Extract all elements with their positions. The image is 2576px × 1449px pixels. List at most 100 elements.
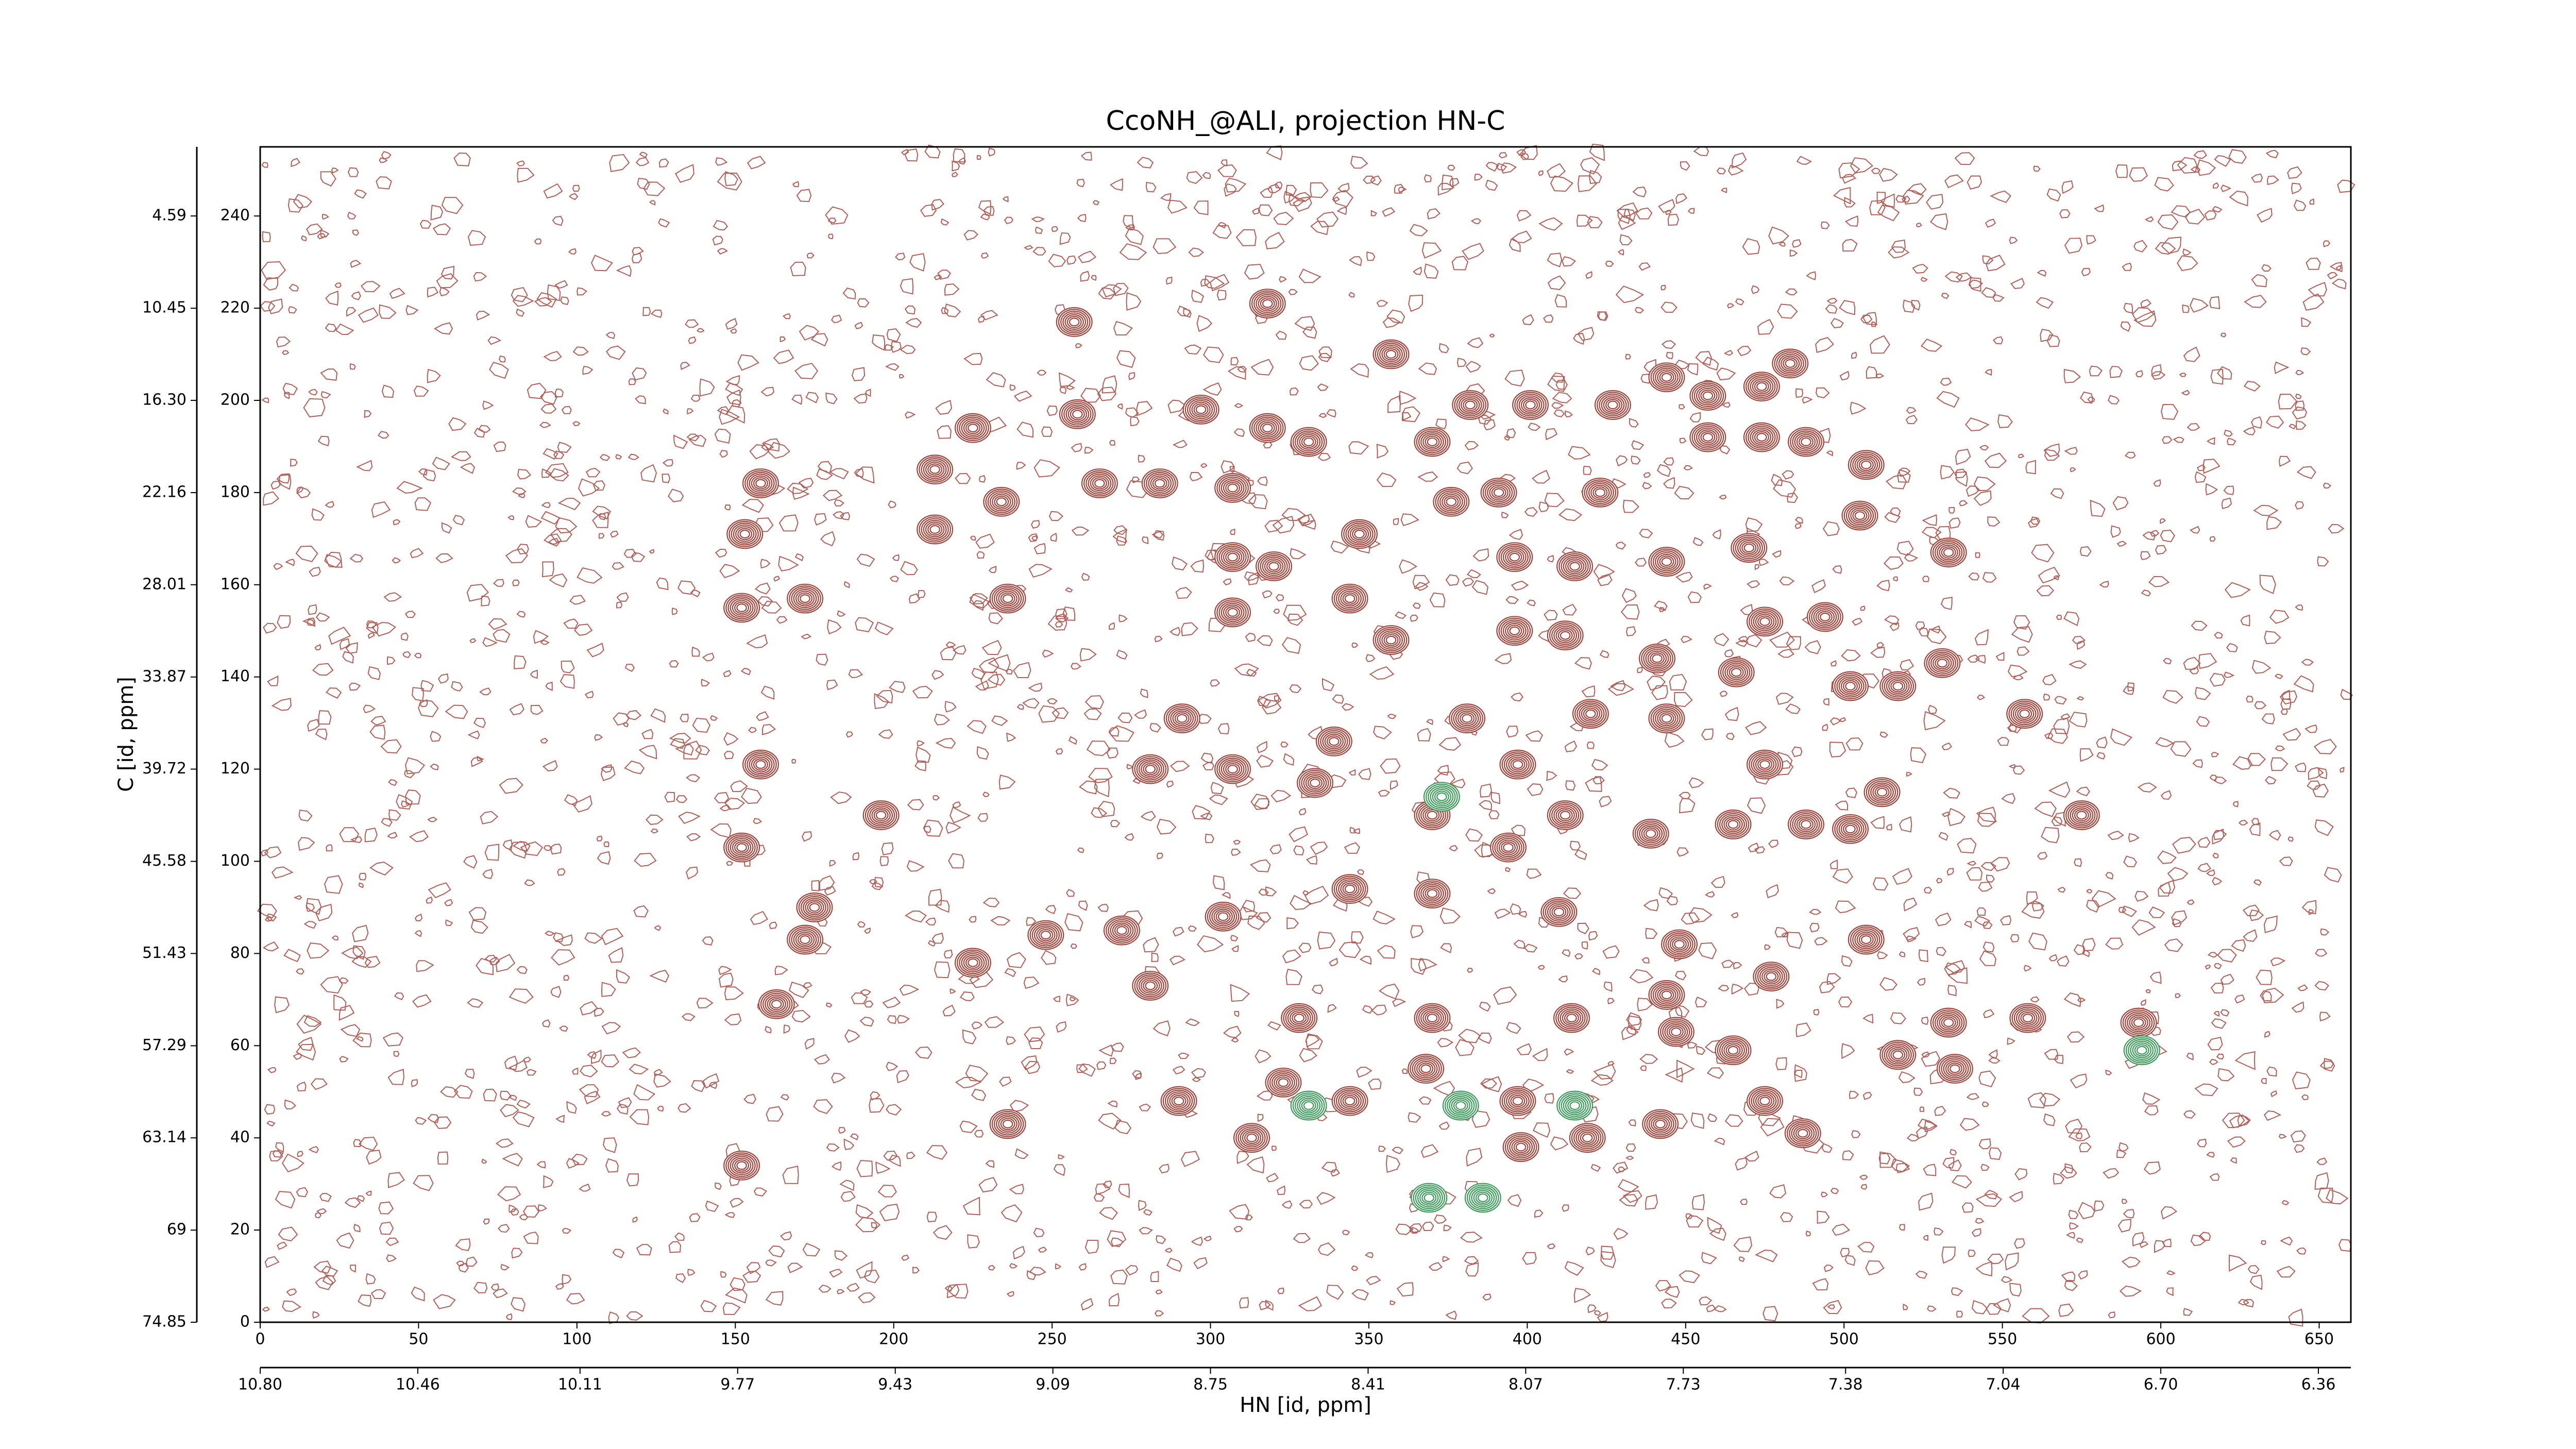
peak xyxy=(1747,606,1784,637)
noise-contour xyxy=(746,1262,761,1274)
noise-contour xyxy=(2207,952,2218,958)
noise-contour xyxy=(2053,1173,2065,1185)
peak-contour xyxy=(1172,710,1192,727)
noise-contour xyxy=(511,287,528,302)
noise-contour xyxy=(1317,452,1331,461)
peak xyxy=(796,892,833,922)
noise-contour xyxy=(2212,182,2219,189)
noise-contour xyxy=(1615,285,1645,304)
noise-contour xyxy=(1250,859,1271,872)
noise-contour xyxy=(1270,789,1292,803)
peak-contour xyxy=(1419,1190,1439,1206)
peak-contour xyxy=(1434,790,1449,803)
noise-contour xyxy=(2096,736,2108,749)
noise-contour xyxy=(1421,242,1442,259)
noise-contour xyxy=(2263,1110,2282,1121)
noise-contour xyxy=(1754,846,1765,854)
peak-contour xyxy=(1551,803,1580,827)
noise-contour xyxy=(593,480,605,491)
noise-contour xyxy=(1554,294,1567,308)
noise-contour xyxy=(712,235,723,246)
noise-contour xyxy=(266,913,277,921)
peak-contour xyxy=(2134,1044,2149,1057)
noise-contour xyxy=(740,667,751,676)
noise-contour xyxy=(540,639,550,645)
noise-contour xyxy=(1408,294,1423,312)
noise-contour xyxy=(2323,240,2331,247)
noise-contour xyxy=(1271,1145,1277,1151)
noise-contour xyxy=(934,713,950,726)
noise-contour xyxy=(1509,238,1521,252)
peak-contour xyxy=(1338,1091,1362,1111)
peak-contour xyxy=(1469,1186,1497,1209)
noise-contour xyxy=(1731,983,1744,995)
noise-contour xyxy=(482,868,494,880)
noise-contour xyxy=(1866,366,1877,379)
noise-contour xyxy=(1205,549,1216,561)
noise-contour xyxy=(1378,983,1400,1000)
noise-contour xyxy=(2061,1271,2076,1282)
peak-contour xyxy=(1033,925,1058,945)
peak-contour xyxy=(1258,420,1277,436)
noise-contour xyxy=(1409,1226,1419,1234)
noise-contour xyxy=(1876,580,1890,592)
noise-contour xyxy=(428,882,451,899)
noise-contour xyxy=(411,1286,425,1302)
peak-contour xyxy=(1318,728,1350,755)
noise-contour xyxy=(1028,564,1053,578)
noise-contour xyxy=(1280,741,1289,748)
noise-contour xyxy=(1488,810,1500,819)
noise-contour xyxy=(1465,361,1481,373)
noise-contour xyxy=(1987,1253,2004,1265)
noise-contour xyxy=(1440,943,1452,954)
noise-contour xyxy=(2110,525,2121,538)
noise-contour xyxy=(1266,145,1283,161)
noise-contour xyxy=(1330,1169,1340,1177)
peak xyxy=(742,749,779,780)
noise-contour xyxy=(1545,428,1558,441)
peak xyxy=(989,583,1026,614)
y-tick-label: 220 xyxy=(221,299,250,317)
peak-contour xyxy=(1659,712,1674,725)
noise-contour xyxy=(1124,833,1134,841)
noise-contour xyxy=(1891,239,1906,253)
noise-contour xyxy=(982,791,990,797)
noise-contour xyxy=(264,846,282,858)
noise-contour xyxy=(1583,465,1592,475)
noise-contour xyxy=(296,1081,307,1091)
noise-contour xyxy=(555,517,578,534)
peak-contour xyxy=(1772,348,1809,379)
noise-contour xyxy=(787,482,809,494)
peak-contour xyxy=(753,477,768,490)
peak xyxy=(742,468,779,498)
noise-contour xyxy=(267,1067,277,1073)
peak-contour xyxy=(1064,314,1084,330)
noise-contour xyxy=(1564,1261,1584,1276)
noise-contour xyxy=(1906,772,1913,777)
noise-contour xyxy=(1699,1296,1713,1306)
peak-contour xyxy=(1253,292,1282,315)
peak-contour xyxy=(1655,985,1679,1005)
noise-contour xyxy=(560,296,569,306)
noise-contour xyxy=(892,554,900,561)
noise-contour xyxy=(1380,758,1401,774)
noise-contour xyxy=(1103,1181,1112,1189)
noise-contour xyxy=(560,674,575,689)
noise-contour xyxy=(2202,459,2221,474)
noise-contour xyxy=(2278,1134,2287,1139)
noise-contour xyxy=(1382,317,1401,328)
noise-contour xyxy=(1698,942,1717,959)
noise-contour xyxy=(1860,1184,1868,1190)
peak-contour xyxy=(987,490,1015,513)
noise-contour xyxy=(2131,919,2156,936)
noise-contour xyxy=(1850,157,1873,174)
peak-contour xyxy=(1565,558,1585,575)
noise-contour xyxy=(2296,466,2316,479)
peak-contour xyxy=(1661,714,1672,723)
noise-contour xyxy=(444,899,453,906)
noise-contour xyxy=(875,1161,891,1174)
peak-contour xyxy=(1216,599,1249,626)
noise-contour xyxy=(791,394,803,405)
peak-contour xyxy=(1083,470,1116,497)
noise-contour xyxy=(1136,401,1153,416)
